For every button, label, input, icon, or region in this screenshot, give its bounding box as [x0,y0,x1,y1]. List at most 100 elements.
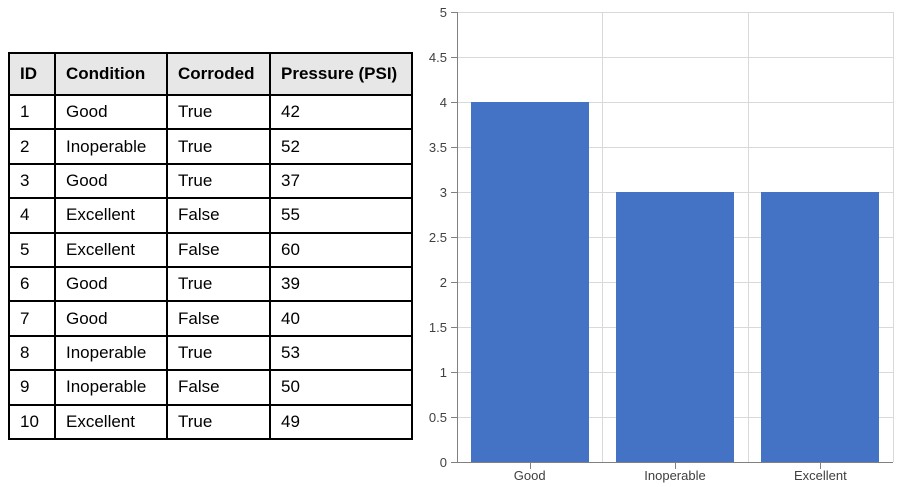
x-axis-label: Inoperable [644,468,706,483]
table-cell: 5 [8,231,56,268]
y-tick [451,237,457,238]
y-tick [451,372,457,373]
y-tick [451,462,457,463]
table-row: 5 Excellent False 60 [8,231,413,268]
y-axis-label: 1 [439,365,447,380]
table-cell: Inoperable [54,128,168,165]
table-cell: 49 [269,403,413,440]
table-cell: 8 [8,334,56,372]
y-axis-label: 2 [439,275,447,290]
header-cell: Corroded [166,52,271,96]
table-cell: 55 [269,197,413,234]
table-cell: True [166,128,271,165]
y-axis-label: 3 [439,185,447,200]
table-cell: False [166,231,271,268]
table-row: 4 Excellent False 55 [8,197,413,234]
header-cell: Condition [54,52,168,96]
table-cell: Excellent [54,197,168,234]
table-row: 10 Excellent True 49 [8,403,413,440]
y-axis-label: 0 [439,455,447,470]
y-axis-label: 1.5 [428,320,447,335]
y-axis-label: 5 [439,5,447,20]
table-cell: Inoperable [54,334,168,372]
table-cell: Good [54,300,168,337]
x-axis-label: Good [513,468,546,483]
x-tick [529,463,531,469]
v-gridline [893,12,894,462]
table-cell: 3 [8,162,56,200]
table-header-row: ID Condition Corroded Pressure (PSI) [8,52,413,96]
table-cell: 37 [269,162,413,200]
header-cell: Pressure (PSI) [269,52,413,96]
table-cell: 10 [8,403,56,440]
table-cell: 9 [8,369,56,406]
table-row: 7 Good False 40 [8,300,413,337]
table-row: 2 Inoperable True 52 [8,128,413,165]
h-gridline [457,57,893,58]
table-cell: False [166,197,271,234]
y-axis-line [457,12,458,463]
table-cell: 2 [8,128,56,165]
h-gridline [457,147,893,148]
y-axis-label: 3.5 [428,140,447,155]
bar [470,102,589,462]
y-tick [451,102,457,103]
header-cell: ID [8,52,56,96]
table-cell: True [166,93,271,131]
y-axis-label: 2.5 [428,230,447,245]
v-gridline [602,12,604,462]
y-tick [451,57,457,58]
table-cell: False [166,369,271,406]
h-gridline [457,102,893,103]
bar [761,192,880,462]
table-cell: Good [54,93,168,131]
v-gridline [747,12,749,462]
table-cell: Inoperable [54,369,168,406]
y-tick [451,147,457,148]
table-cell: Good [54,265,168,303]
x-tick [675,463,676,469]
table-row: 8 Inoperable True 53 [8,334,413,372]
bar [616,192,734,462]
y-tick [451,192,457,193]
h-gridline [457,417,893,418]
table-cell: 42 [269,93,413,131]
h-gridline [457,192,893,193]
data-table: ID Condition Corroded Pressure (PSI) 1 Good T… [8,52,413,440]
x-axis-label: Excellent [793,468,847,483]
table-cell: 40 [269,300,413,337]
table-cell: Excellent [54,231,168,268]
table-cell: Excellent [54,403,168,440]
table-cell: 4 [8,197,56,234]
h-gridline [457,237,893,238]
table-cell: 60 [269,231,413,268]
table-cell: 7 [8,300,56,337]
table-cell: Good [54,162,168,200]
table-cell: 53 [269,334,413,372]
table-cell: True [166,403,271,440]
table-cell: True [166,334,271,372]
y-axis-label: 4 [439,95,447,110]
table-cell: True [166,162,271,200]
x-tick [820,463,822,469]
y-tick [451,327,457,328]
table-body: 1 Good True 42 2 Inoperable True 52 3 Good True 37 4… [8,93,413,440]
table-cell: 1 [8,93,56,131]
table-cell: 52 [269,128,413,165]
h-gridline [457,372,893,373]
y-tick [451,282,457,283]
h-gridline [457,12,893,13]
table-row: 3 Good True 37 [8,162,413,200]
table-row: 9 Inoperable False 50 [8,369,413,406]
h-gridline [457,327,893,328]
table-cell: 50 [269,369,413,406]
y-tick [451,417,457,418]
table-row: 6 Good True 39 [8,265,413,303]
table-cell: True [166,265,271,303]
table-cell: False [166,300,271,337]
x-axis-line [457,462,893,463]
table-cell: 39 [269,265,413,303]
y-axis-label: 4.5 [428,50,447,65]
table-cell: 6 [8,265,56,303]
y-axis-label: 0.5 [428,410,447,425]
